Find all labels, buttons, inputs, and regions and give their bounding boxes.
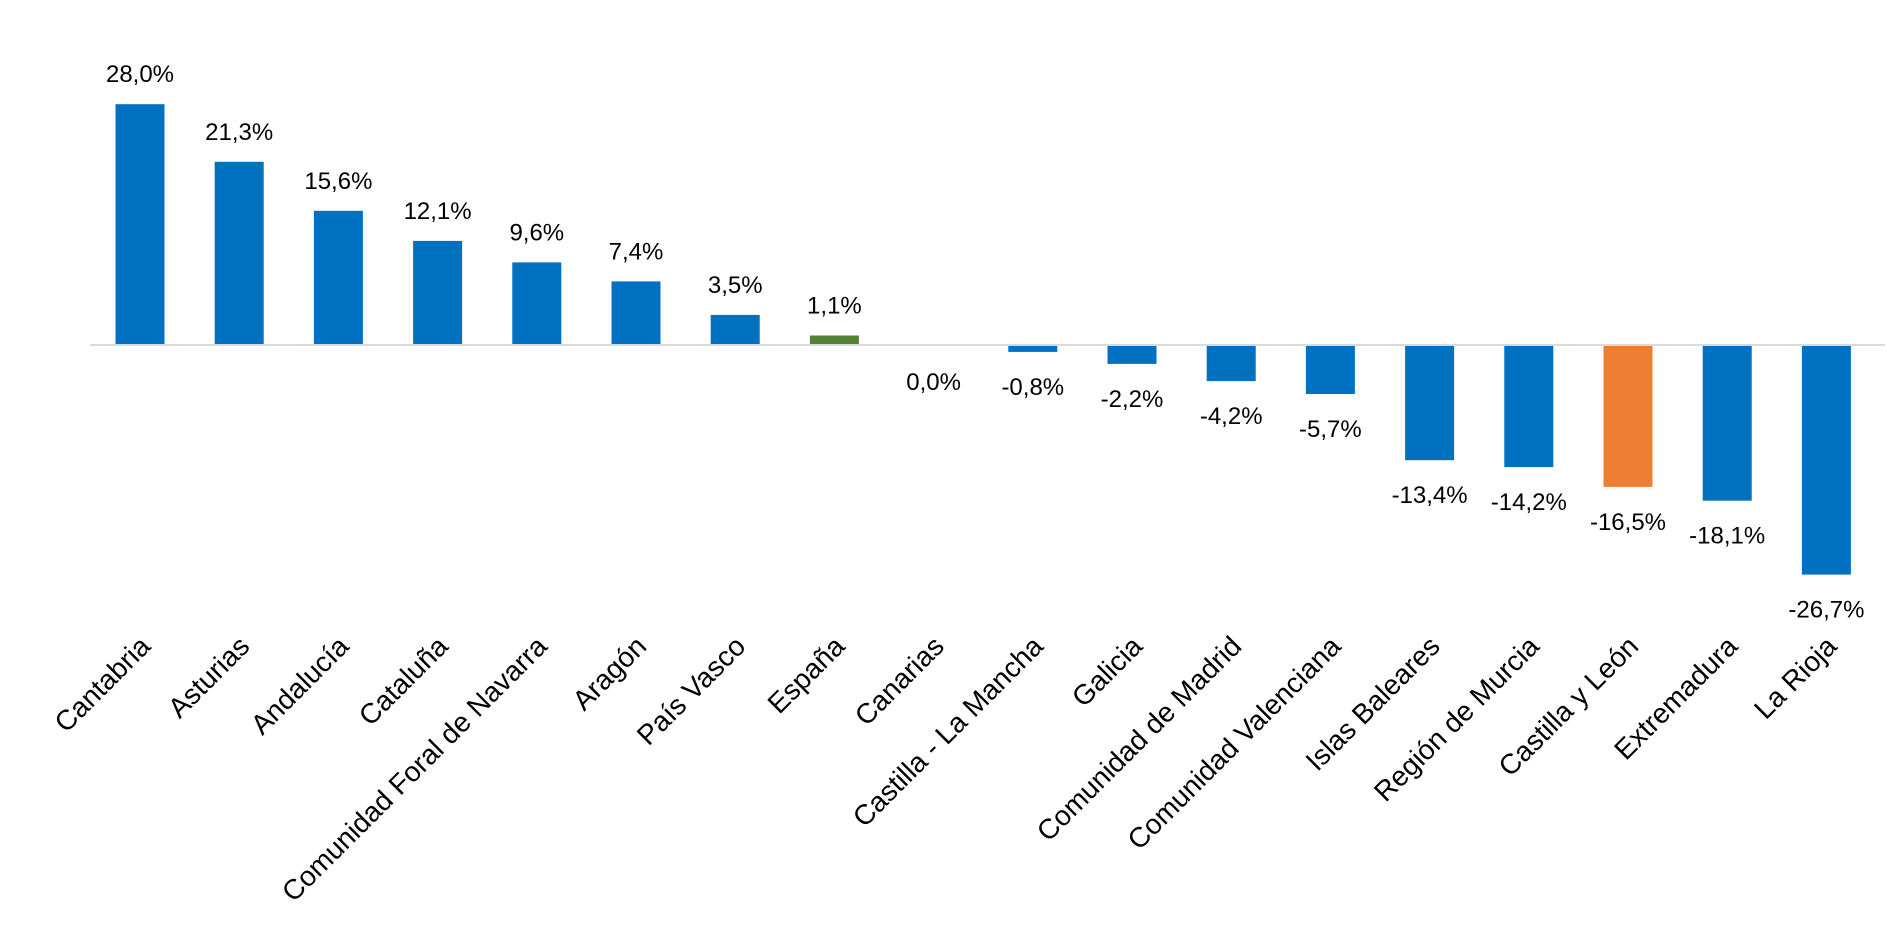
bar-comunidad-valenciana: [1305, 345, 1355, 394]
value-label-la-rioja: -26,7%: [1788, 597, 1864, 624]
bar-asturias: [214, 161, 264, 345]
bar-extremadura: [1702, 345, 1752, 501]
category-label-cataluna: Cataluña: [353, 630, 454, 731]
bars-group: [115, 104, 1851, 575]
category-label-canarias: Canarias: [849, 630, 950, 731]
bar-cataluna: [413, 240, 463, 345]
value-label-cantabria: 28,0%: [106, 61, 174, 88]
category-label-asturias: Asturias: [162, 630, 255, 723]
category-label-cantabria: Cantabria: [48, 630, 156, 738]
value-label-comunidad-valenciana: -5,7%: [1299, 416, 1362, 443]
value-label-pais-vasco: 3,5%: [708, 272, 763, 299]
category-label-comunidad-de-madrid: Comunidad de Madrid: [1031, 630, 1248, 847]
value-labels-group: 28,0% 21,3% 15,6% 12,1% 9,6% 7,4% 3,5% 1,1% 0,0%…: [106, 61, 1864, 623]
category-label-castilla-la-mancha: Castilla - La Mancha: [847, 630, 1050, 833]
value-label-asturias: 21,3%: [205, 119, 273, 146]
value-label-comunidad-de-madrid: -4,2%: [1200, 403, 1263, 430]
bar-andalucia: [313, 210, 363, 345]
value-label-castilla-y-leon: -16,5%: [1590, 509, 1666, 536]
value-label-andalucia: 15,6%: [304, 168, 372, 195]
value-label-comunidad-foral-de-navarra: 9,6%: [509, 219, 564, 246]
value-label-galicia: -2,2%: [1101, 386, 1164, 413]
value-label-islas-baleares: -13,4%: [1392, 482, 1468, 509]
bar-galicia: [1107, 345, 1157, 364]
category-label-region-de-murcia: Región de Murcia: [1368, 630, 1545, 807]
value-label-espana: 1,1%: [807, 293, 862, 320]
category-label-espana: España: [762, 630, 851, 719]
value-label-castilla-la-mancha: -0,8%: [1001, 374, 1064, 401]
category-label-pais-vasco: País Vasco: [631, 630, 752, 751]
category-label-andalucia: Andalucía: [245, 630, 355, 740]
bar-comunidad-de-madrid: [1206, 345, 1256, 382]
bar-la-rioja: [1801, 345, 1851, 575]
category-label-aragon: Aragón: [566, 630, 652, 716]
bar-castilla-la-mancha: [1008, 345, 1058, 352]
value-label-aragon: 7,4%: [609, 238, 664, 265]
bar-comunidad-foral-de-navarra: [512, 262, 562, 345]
value-label-extremadura: -18,1%: [1689, 523, 1765, 550]
bar-pais-vasco: [710, 314, 760, 345]
value-label-region-de-murcia: -14,2%: [1491, 489, 1567, 516]
category-label-la-rioja: La Rioja: [1748, 630, 1843, 725]
bar-cantabria: [115, 104, 165, 345]
value-label-cataluna: 12,1%: [404, 198, 472, 225]
bar-region-de-murcia: [1504, 345, 1554, 468]
value-label-canarias: 0,0%: [906, 369, 961, 396]
bar-islas-baleares: [1405, 345, 1455, 461]
bar-espana: [809, 335, 859, 345]
category-label-galicia: Galicia: [1066, 630, 1149, 713]
bar-castilla-y-leon: [1603, 345, 1653, 487]
bar-aragon: [611, 281, 661, 345]
